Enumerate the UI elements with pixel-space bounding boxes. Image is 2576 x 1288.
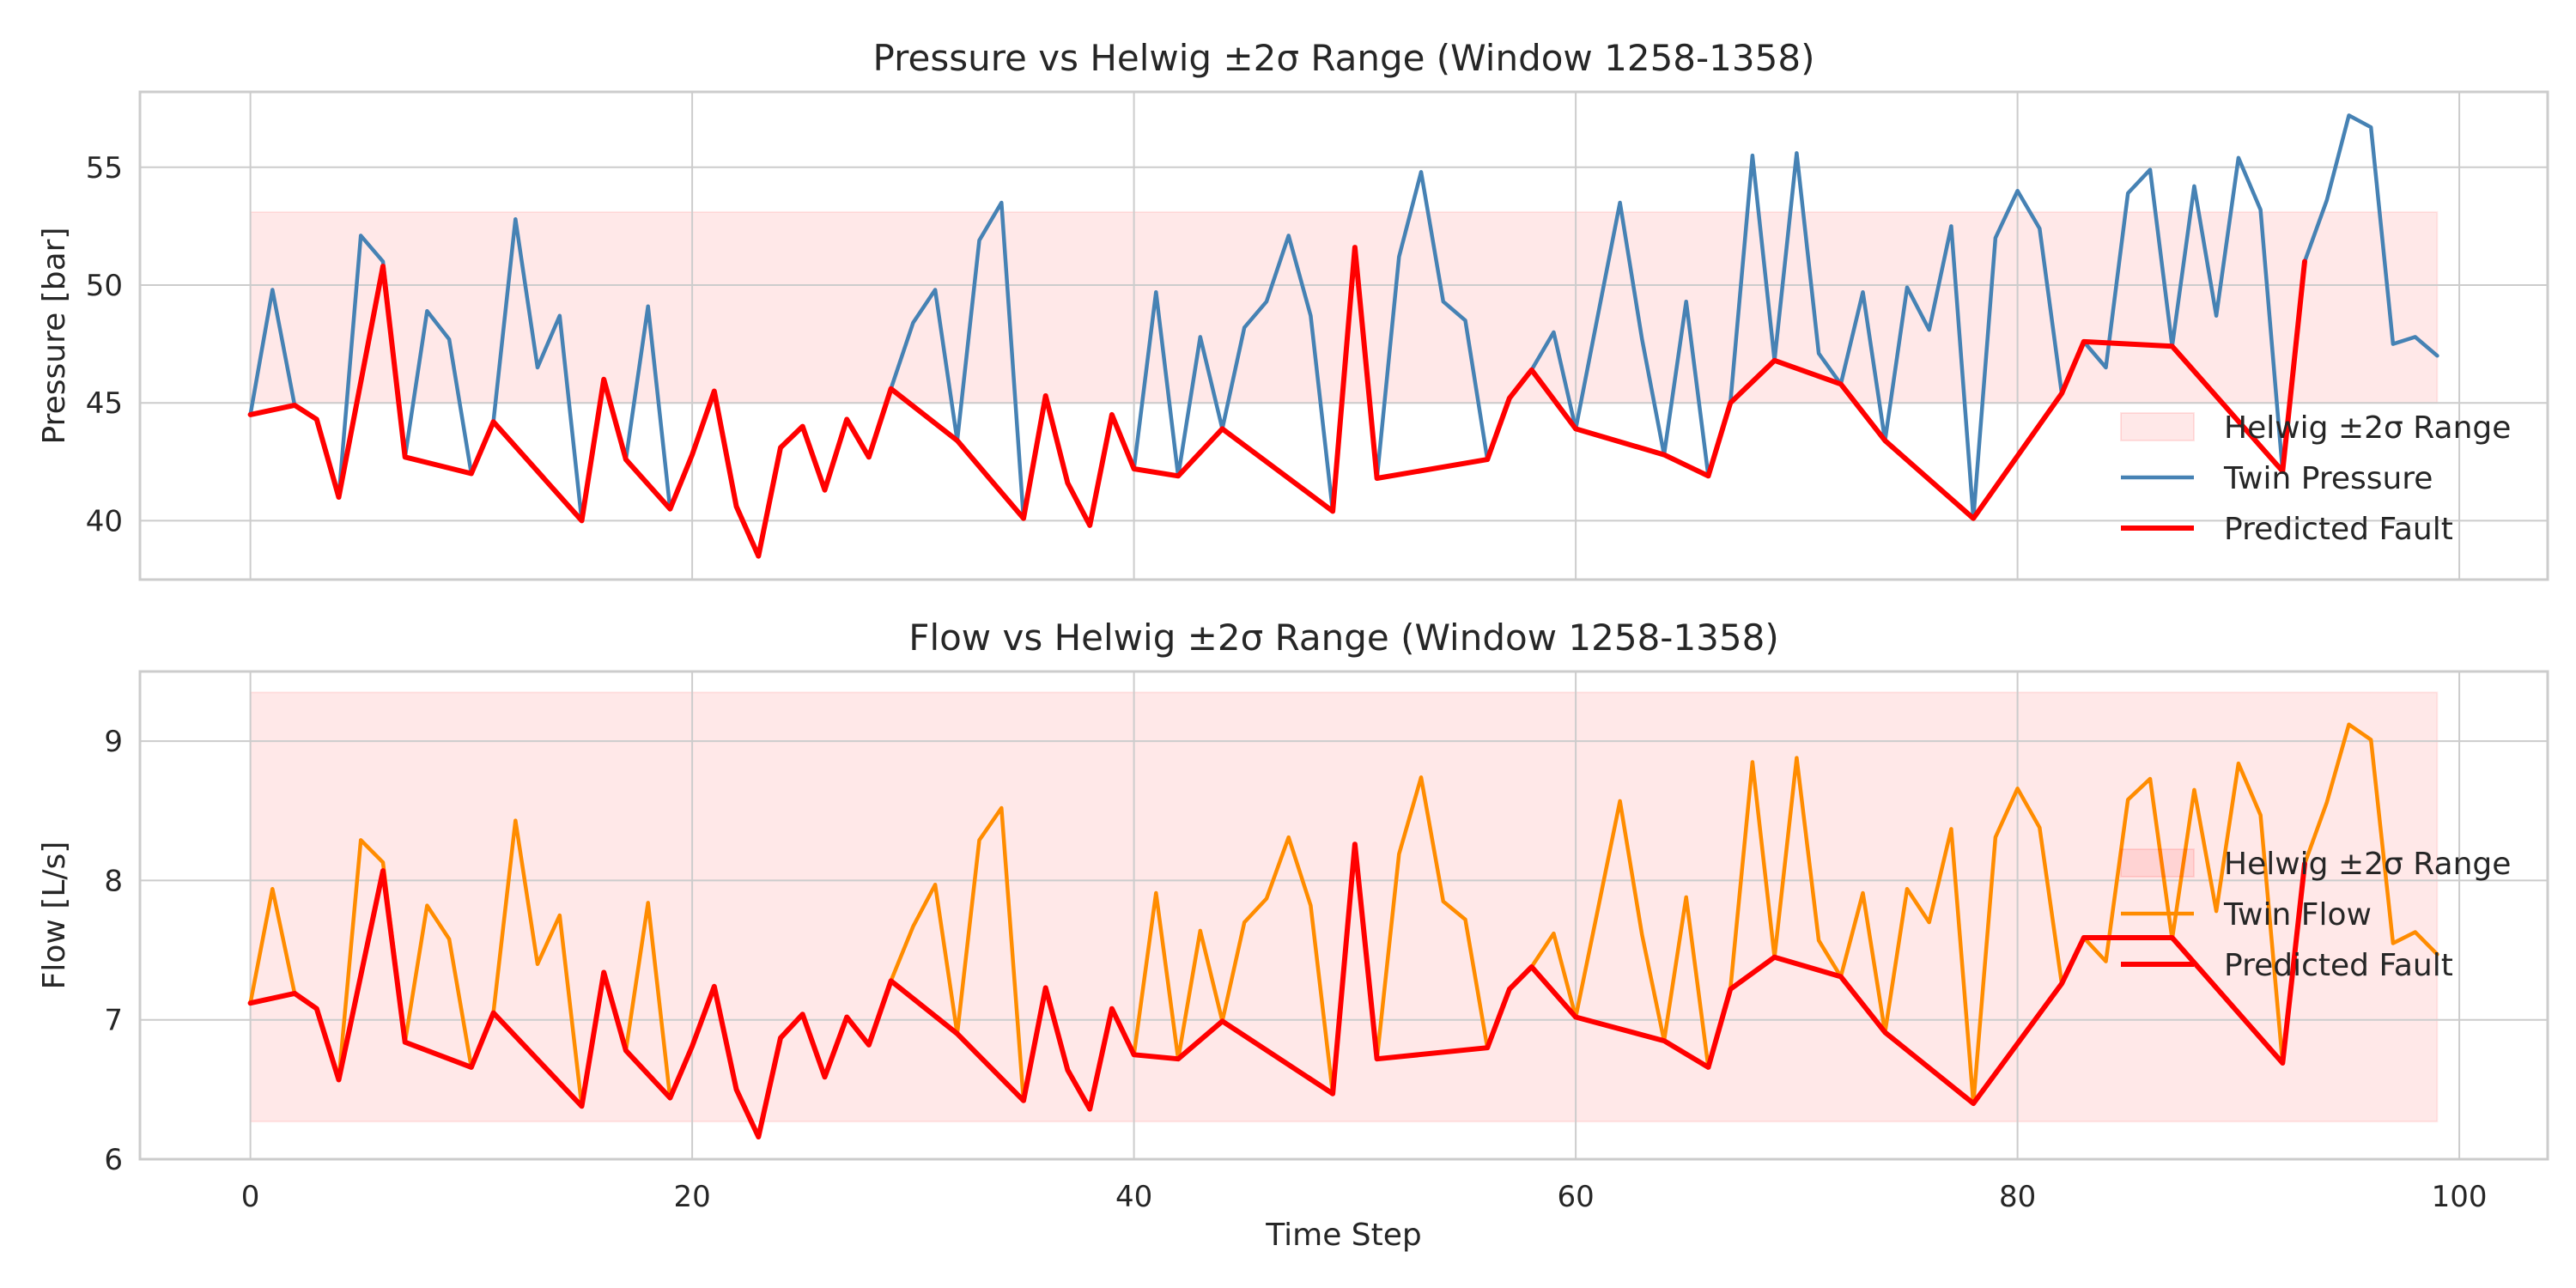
pressure-y-axis-label: Pressure [bar] [37, 228, 72, 445]
flow-x-axis-label: Time Step [1265, 1218, 1422, 1253]
pressure-legend-swatch-band [2120, 412, 2195, 441]
flow-ytick-label: 8 [104, 864, 123, 898]
flow-legend-label: Helwig ±2σ Range [2224, 847, 2511, 882]
pressure-legend: Helwig ±2σ Range Twin Pressure Predicted F… [2120, 410, 2511, 547]
flow-legend-label: Predicted Fault [2224, 948, 2453, 983]
pressure-series-predicted-fault [247, 245, 2307, 559]
pressure-panel: 40 45 50 55 Pressure vs Helwig ±2σ Range (Wi… [37, 37, 2549, 581]
pressure-ytick-label: 40 [86, 504, 123, 538]
pressure-ytick-label: 55 [86, 151, 123, 185]
pressure-legend-label: Twin Pressure [2223, 461, 2433, 496]
flow-xtick-label: 80 [1999, 1180, 2036, 1214]
flow-xtick-label: 20 [673, 1180, 710, 1214]
pressure-ytick-label: 45 [86, 386, 123, 421]
pressure-chart-title: Pressure vs Helwig ±2σ Range (Window 125… [873, 37, 1815, 79]
flow-xtick-label: 100 [2432, 1180, 2488, 1214]
pressure-plot-frame [138, 90, 2549, 581]
flow-xtick-label: 0 [241, 1180, 260, 1214]
flow-panel: 6 7 8 9 0 20 40 60 80 100 Flow vs Helwig ±2σ Range… [37, 617, 2549, 1253]
flow-plot-frame [138, 670, 2549, 1161]
flow-legend-swatch-band [2120, 848, 2195, 878]
flow-legend-label: Twin Flow [2223, 897, 2372, 933]
pressure-legend-label: Predicted Fault [2224, 512, 2453, 547]
flow-ytick-label: 7 [104, 1004, 123, 1038]
pressure-ytick-label: 50 [86, 269, 123, 303]
flow-band [249, 691, 2439, 1123]
flow-series-predicted-fault [247, 841, 2307, 1139]
flow-ytick-label: 9 [104, 725, 123, 759]
pressure-legend-label: Helwig ±2σ Range [2224, 410, 2511, 446]
flow-ytick-label: 6 [104, 1143, 123, 1177]
flow-xtick-label: 40 [1115, 1180, 1152, 1214]
flow-xtick-label: 60 [1557, 1180, 1594, 1214]
flow-legend: Helwig ±2σ Range Twin Flow Predicted Fault [2120, 847, 2511, 983]
flow-y-axis-label: Flow [L/s] [37, 841, 72, 990]
flow-chart-title: Flow vs Helwig ±2σ Range (Window 1258-13… [908, 617, 1778, 659]
